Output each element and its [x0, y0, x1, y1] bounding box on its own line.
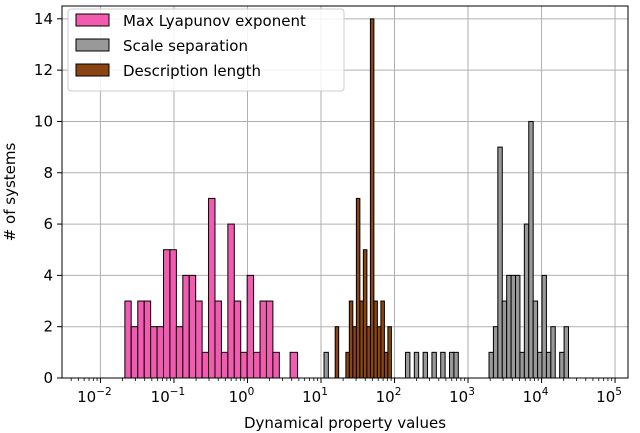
bar-description-length — [366, 326, 371, 379]
bar-scale-separation — [413, 351, 420, 379]
x-tick-label: 101 — [302, 386, 328, 406]
bar-max-lyapunov-exponent — [208, 197, 216, 379]
bar-max-lyapunov-exponent — [182, 274, 190, 379]
y-axis-label: # of systems — [1, 143, 19, 242]
y-tick-labels: 0 2 4 6 8 10 12 14 — [34, 10, 53, 387]
bar-max-lyapunov-exponent — [246, 274, 255, 379]
bar-description-length — [387, 326, 392, 379]
bar-scale-separation — [523, 223, 530, 379]
bar-scale-separation — [563, 326, 570, 379]
bar-max-lyapunov-exponent — [156, 326, 165, 379]
bar-max-lyapunov-exponent — [259, 300, 267, 379]
bar-max-lyapunov-exponent — [130, 326, 139, 379]
y-tick-label: 10 — [34, 112, 53, 130]
bar-scale-separation — [528, 120, 534, 379]
bar-max-lyapunov-exponent — [175, 326, 184, 379]
bar-max-lyapunov-exponent — [195, 300, 203, 379]
legend-swatch-max-lyapunov — [75, 13, 110, 27]
y-tick-label: 14 — [34, 10, 53, 28]
plot-frame — [61, 5, 629, 379]
legend-box — [67, 8, 345, 92]
bar-scale-separation — [497, 146, 503, 379]
bar-max-lyapunov-exponent — [137, 300, 145, 379]
bar-scale-separation — [440, 351, 446, 379]
bar-scale-separation — [323, 351, 329, 379]
legend-swatch-description-length — [75, 63, 110, 77]
bar-scale-separation — [559, 351, 565, 379]
bar-description-length — [348, 300, 354, 379]
bar-max-lyapunov-exponent — [143, 300, 152, 379]
bar-scale-separation — [541, 274, 547, 379]
bar-description-length — [334, 326, 340, 379]
bars — [124, 18, 570, 379]
y-tick-label: 4 — [43, 266, 53, 284]
bar-description-length — [373, 300, 378, 379]
bar-scale-separation — [506, 274, 512, 379]
bar-description-length — [383, 351, 389, 379]
axis-ticks — [57, 18, 616, 383]
x-tick-label: 103 — [449, 386, 475, 406]
y-tick-label: 2 — [43, 318, 53, 336]
bar-max-lyapunov-exponent — [220, 351, 229, 379]
bar-scale-separation — [431, 351, 437, 379]
bar-description-length — [352, 326, 357, 379]
x-tick-label: 102 — [376, 386, 402, 406]
bar-max-lyapunov-exponent — [169, 249, 177, 379]
bar-description-length — [359, 300, 364, 379]
y-tick-label: 8 — [43, 164, 53, 182]
bar-scale-separation — [519, 351, 525, 379]
x-tick-label: 105 — [596, 386, 622, 406]
y-tick-label: 0 — [43, 369, 53, 387]
y-tick-label: 6 — [43, 215, 53, 233]
bar-scale-separation — [453, 351, 459, 379]
y-tick-label: 12 — [34, 61, 53, 79]
x-axis-label: Dynamical property values — [244, 414, 446, 432]
bar-description-length — [345, 351, 350, 379]
bar-description-length — [362, 249, 368, 379]
bar-max-lyapunov-exponent — [163, 249, 171, 379]
legend-label-scale-separation: Scale separation — [123, 37, 248, 55]
bar-description-length — [376, 326, 382, 379]
bar-description-length — [355, 197, 361, 379]
x-tick-label: 104 — [523, 386, 549, 406]
bar-scale-separation — [532, 300, 539, 379]
bar-scale-separation — [510, 274, 517, 379]
bar-scale-separation — [545, 351, 552, 379]
legend-swatch-scale-separation — [75, 38, 110, 52]
legend-label-description-length: Description length — [123, 62, 261, 80]
bar-scale-separation — [550, 326, 556, 379]
x-tick-label: 100 — [229, 386, 255, 406]
x-tick-labels: 10−2 10−1 100 101 102 103 104 105 — [77, 386, 622, 406]
bar-max-lyapunov-exponent — [188, 274, 197, 379]
bar-max-lyapunov-exponent — [227, 223, 235, 379]
legend-label-max-lyapunov: Max Lyapunov exponent — [123, 12, 306, 30]
bar-description-length — [380, 300, 385, 379]
bar-scale-separation — [488, 351, 494, 379]
bar-max-lyapunov-exponent — [265, 300, 274, 379]
bar-scale-separation — [422, 351, 428, 379]
bar-scale-separation — [537, 351, 543, 379]
legend: Max Lyapunov exponent Scale separation D… — [67, 8, 345, 92]
bar-scale-separation — [404, 351, 411, 379]
bar-max-lyapunov-exponent — [214, 300, 222, 379]
bar-max-lyapunov-exponent — [124, 300, 132, 379]
bar-max-lyapunov-exponent — [233, 300, 242, 379]
bar-max-lyapunov-exponent — [201, 351, 210, 379]
bar-max-lyapunov-exponent — [150, 326, 158, 379]
bar-scale-separation — [501, 300, 508, 379]
bar-scale-separation — [449, 351, 455, 379]
bar-max-lyapunov-exponent — [253, 351, 261, 379]
x-tick-label: 10−1 — [151, 386, 186, 406]
bar-max-lyapunov-exponent — [272, 351, 280, 379]
bar-scale-separation — [515, 274, 521, 379]
x-tick-label: 10−2 — [77, 386, 112, 406]
bar-description-length — [369, 18, 375, 379]
bar-scale-separation — [492, 326, 499, 379]
bar-max-lyapunov-exponent — [240, 351, 248, 379]
bar-max-lyapunov-exponent — [289, 351, 299, 379]
